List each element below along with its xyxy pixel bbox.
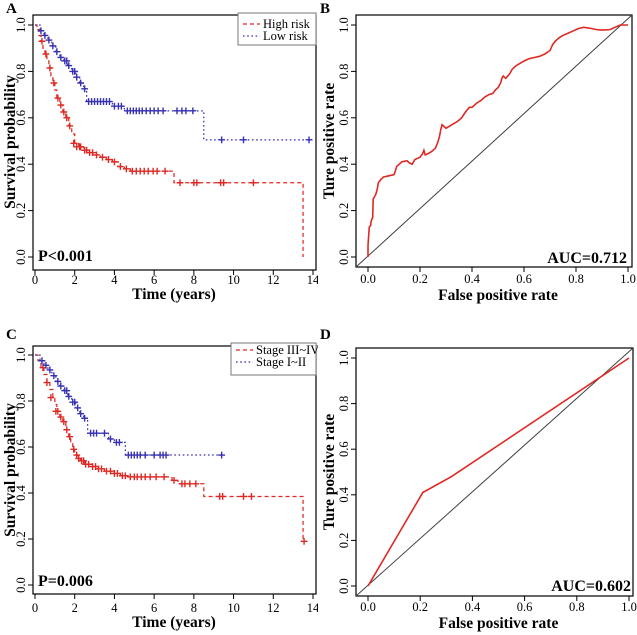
stage-i-ii-censor-marks [38,357,226,459]
y-tick-label: 0.8 [337,396,351,412]
x-axis-label: False positive rate [438,287,558,304]
y-tick-label: 0.0 [337,578,351,594]
x-tick-label: 0 [32,273,38,287]
y-tick-label: 0.6 [337,110,351,126]
annotation: P<0.001 [38,248,93,265]
y-tick-label: 0.2 [337,203,351,219]
annotation: P=0.006 [38,573,93,590]
x-tick-label: 0.2 [412,600,428,614]
x-tick-label: 12 [267,601,280,615]
x-tick-label: 0.4 [465,600,481,614]
y-tick-label: 0.0 [337,249,351,265]
x-tick-label: 10 [227,601,240,615]
stage-i-ii-curve [35,354,224,456]
x-tick-label: 6 [151,601,157,615]
x-tick-label: 0.0 [360,600,376,614]
stage-iii-iv-censor-marks [39,364,308,545]
legend-label: Low risk [263,29,309,43]
plot-box [355,14,633,268]
y-axis-label: Survival probability [2,403,19,537]
y-tick-label: 0.8 [14,64,28,80]
x-tick-label: 6 [151,273,157,287]
y-tick-label: 0.2 [14,531,28,547]
y-tick-label: 1.0 [337,17,351,33]
panel-d-letter: D [320,327,331,343]
x-tick-label: 0.8 [568,272,584,286]
high-risk-censor-marks [38,37,257,187]
roc-curve-curve [367,357,630,587]
high-risk-curve [35,24,304,257]
legend-box [237,12,317,46]
panel-b-letter: B [320,1,331,17]
y-axis-label: Ture positive rate [321,83,338,199]
reference-line [355,347,634,597]
panel-c: C 0 2 4 6 8 10 12 14 0.0 0.2 0.4 0.6 0.8 1.0 Time (yea… [0,318,318,635]
legend-label: Stage III~IV [256,343,318,357]
x-tick-label: 0.2 [412,272,428,286]
legend-label: Stage I~II [256,355,306,369]
reference-line [355,14,633,268]
panel-a-canvas: 0 2 4 6 8 10 12 14 0.0 0.2 0.4 0.6 0.8 1.0 Time (years… [2,12,318,303]
panel-c-canvas: 0 2 4 6 8 10 12 14 0.0 0.2 0.4 0.6 0.8 1.0 Time (years… [2,342,318,631]
y-tick-label: 0.0 [14,249,28,265]
low-risk-censor-marks [37,27,313,144]
y-tick-label: 0.2 [337,533,351,549]
y-tick-label: 0.4 [14,156,28,172]
x-tick-label: 0.0 [360,272,376,286]
plot-box [32,345,317,595]
y-tick-label: 0.6 [14,110,28,126]
x-tick-label: 4 [111,601,118,615]
panel-a: A 0 2 4 6 8 10 12 14 0.0 0.2 0.4 0.6 0.8 1.0 Time (yea… [0,0,318,318]
x-tick-label: 0 [32,601,38,615]
legend-label: High risk [263,17,311,31]
x-tick-label: 0.4 [464,272,480,286]
x-tick-label: 2 [72,273,78,287]
x-tick-label: 0.6 [517,600,533,614]
y-axis-label: Survival probability [2,75,19,209]
x-tick-label: 0.6 [516,272,532,286]
y-tick-label: 0.4 [14,484,28,500]
y-tick-label: 0.4 [337,156,351,172]
x-tick-label: 12 [267,273,280,287]
annotation: AUC=0.712 [547,250,627,267]
panel-d: D 0.0 0.2 0.4 0.6 0.8 1.0 0.0 0.2 0.4 0.6 0.8 1.0 Fa… [318,318,637,635]
y-tick-label: 1.0 [14,347,28,363]
stage-iii-iv-curve [35,354,304,542]
panel-c-letter: C [6,327,17,343]
y-tick-label: 0.2 [14,203,28,219]
plot-box [32,14,317,271]
panel-b-canvas: 0.0 0.2 0.4 0.6 0.8 1.0 0.0 0.2 0.4 0.6 0.8 1.0 Fals… [321,14,636,304]
y-tick-label: 0.6 [14,439,28,455]
x-tick-label: 14 [307,601,318,615]
x-tick-label: 4 [111,273,118,287]
y-tick-label: 0.6 [337,441,351,457]
roc-curve-curve [367,24,628,257]
y-tick-label: 1.0 [14,17,28,33]
legend-box [230,342,317,376]
x-axis-label: Time (years) [132,614,216,631]
y-axis-label: Ture positive rate [321,414,338,530]
x-tick-label: 10 [227,273,240,287]
x-axis-label: False positive rate [439,615,559,632]
annotation: AUC=0.602 [551,578,631,595]
x-axis-label: Time (years) [132,286,216,303]
y-tick-label: 0.8 [14,393,28,409]
low-risk-curve [35,24,313,141]
x-tick-label: 0.8 [569,600,585,614]
y-tick-label: 0.4 [337,486,351,502]
y-tick-label: 1.0 [337,350,351,366]
panel-a-letter: A [6,1,17,17]
x-tick-label: 1.0 [621,600,637,614]
plot-box [355,347,634,597]
x-tick-label: 14 [307,273,318,287]
x-tick-label: 8 [191,601,197,615]
y-tick-label: 0.8 [337,64,351,80]
panel-d-canvas: 0.0 0.2 0.4 0.6 0.8 1.0 0.0 0.2 0.4 0.6 0.8 1.0 Fals… [321,347,637,632]
x-tick-label: 1.0 [620,272,636,286]
x-tick-label: 8 [191,273,197,287]
y-tick-label: 0.0 [14,577,28,593]
x-tick-label: 2 [72,601,78,615]
panel-b: B 0.0 0.2 0.4 0.6 0.8 1.0 0.0 0.2 0.4 0.6 0.8 1.0 Fa… [318,0,637,318]
